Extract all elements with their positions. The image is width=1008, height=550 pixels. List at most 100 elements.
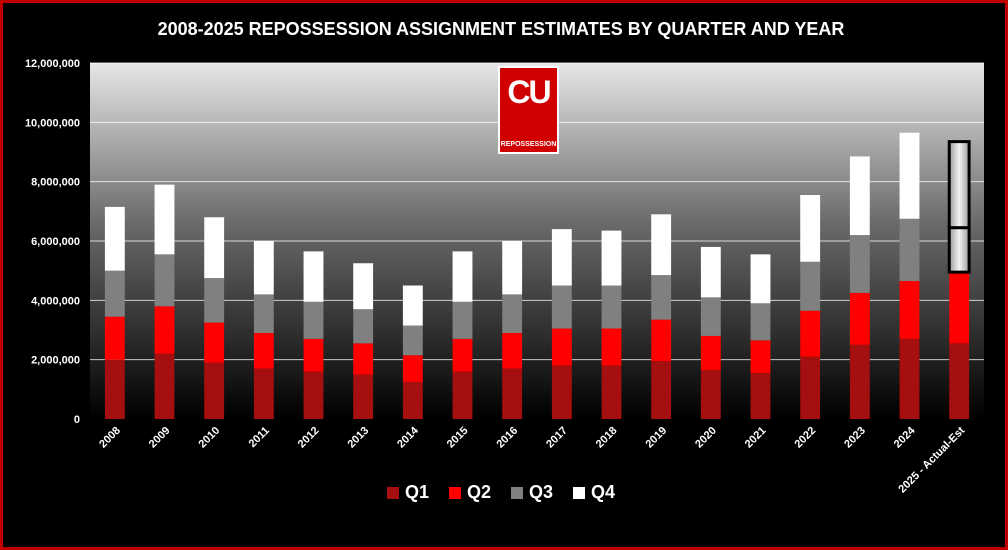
- bar-q4: [303, 251, 324, 302]
- x-tick-label: 2008: [97, 425, 123, 451]
- bar-q4: [551, 229, 572, 286]
- x-tick-label: 2023: [842, 425, 868, 451]
- bar-q2: [402, 355, 423, 382]
- bar-q3: [402, 325, 423, 356]
- bar-q1: [502, 368, 523, 419]
- bar-q3: [899, 218, 920, 282]
- x-tick-label: 2010: [196, 425, 222, 451]
- bar-q2: [949, 272, 970, 344]
- legend-swatch-q4: [573, 486, 586, 499]
- bar-q1: [303, 371, 324, 419]
- bar-q1: [551, 365, 572, 419]
- bar-q1: [849, 344, 870, 419]
- bar-q2: [204, 322, 225, 363]
- bar-q3: [502, 294, 523, 333]
- y-tick-label: 4,000,000: [31, 295, 80, 307]
- bar-q4: [601, 230, 622, 286]
- x-tick-label: 2013: [345, 425, 371, 451]
- legend-swatch-q1: [386, 486, 399, 499]
- bar-q3: [452, 301, 473, 339]
- legend-item-q4: Q4: [573, 482, 615, 503]
- bar-q2: [104, 316, 125, 360]
- bar-q4: [452, 251, 473, 302]
- bar-q1: [750, 373, 771, 419]
- bar-q1: [949, 343, 970, 419]
- bar-q3: [154, 254, 175, 307]
- bar-q4: [502, 241, 523, 295]
- bar-q4: [104, 206, 125, 271]
- bar-q2: [303, 338, 324, 372]
- bar-q4: [800, 195, 821, 262]
- bar-q2: [601, 328, 622, 366]
- bar-q4: [899, 132, 920, 219]
- bar-q2: [452, 338, 473, 372]
- logo-text: REPOSSESSION: [500, 141, 557, 148]
- logo-badge: CU REPOSSESSION: [500, 68, 557, 152]
- legend-swatch-q2: [448, 486, 461, 499]
- bar-q1: [651, 361, 672, 419]
- legend-label-q1: Q1: [404, 482, 429, 502]
- bar-q1: [353, 374, 374, 419]
- legend-item-q3: Q3: [511, 482, 553, 503]
- bar-q4: [750, 254, 771, 304]
- y-tick-label: 12,000,000: [25, 58, 80, 70]
- bar-q1: [154, 353, 175, 419]
- bar-q4: [947, 140, 971, 230]
- x-tick-label: 2015: [445, 425, 471, 451]
- legend-label-q4: Q4: [591, 482, 616, 502]
- bar-q2: [551, 328, 572, 366]
- x-tick-label: 2014: [395, 424, 421, 450]
- x-tick-label: 2024: [892, 424, 918, 450]
- x-tick-label: 2012: [296, 425, 322, 451]
- bar-q1: [402, 381, 423, 419]
- x-tick-label: 2011: [247, 425, 272, 450]
- bar-q2: [800, 310, 821, 357]
- legend-item-q1: Q1: [386, 482, 429, 503]
- x-tick-label: 2018: [594, 425, 620, 451]
- logo-letters: CU: [507, 74, 551, 110]
- bar-q4: [204, 217, 225, 279]
- y-tick-label: 6,000,000: [31, 236, 80, 248]
- bar-q1: [253, 368, 274, 419]
- bar-q1: [104, 359, 125, 419]
- bar-q2: [253, 332, 274, 369]
- bar-q4: [353, 263, 374, 310]
- chart-title: 2008-2025 REPOSSESSION ASSIGNMENT ESTIMA…: [157, 19, 845, 39]
- bar-q1: [204, 362, 225, 419]
- bar-q2: [899, 281, 920, 339]
- bar-q4: [700, 246, 721, 298]
- x-tick-label: 2009: [147, 425, 173, 451]
- x-tick-label: 2021: [743, 425, 769, 451]
- bar-q4: [154, 184, 175, 255]
- bar-q1: [601, 365, 622, 419]
- bar-q4: [651, 214, 672, 276]
- bar-q3: [700, 297, 721, 336]
- bar-q3: [750, 303, 771, 341]
- legend-label-q3: Q3: [529, 482, 554, 502]
- bar-q1: [700, 370, 721, 419]
- bar-q3: [800, 261, 821, 311]
- legend-item-q2: Q2: [448, 482, 491, 503]
- y-tick-label: 0: [74, 414, 80, 426]
- bar-q3: [204, 278, 225, 323]
- x-tick-label: 2020: [693, 425, 719, 451]
- bar-q2: [849, 292, 870, 345]
- bar-q3: [551, 285, 572, 329]
- legend: Q1 Q2 Q3 Q4: [0, 482, 1002, 503]
- bar-q2: [651, 319, 672, 362]
- cu-repossession-logo: CU REPOSSESSION: [498, 66, 559, 154]
- bar-q3: [353, 309, 374, 344]
- y-tick-label: 8,000,000: [31, 177, 80, 189]
- bar-q3: [601, 285, 622, 329]
- bar-q3: [849, 235, 870, 293]
- bar-q2: [700, 335, 721, 371]
- bar-q4: [402, 285, 423, 326]
- bars: [104, 132, 971, 419]
- bar-q1: [452, 371, 473, 419]
- y-tick-label: 2,000,000: [31, 355, 80, 367]
- bar-q3: [253, 294, 274, 333]
- bar-q2: [154, 306, 175, 354]
- y-tick-label: 10,000,000: [25, 117, 80, 129]
- bar-q2: [750, 340, 771, 374]
